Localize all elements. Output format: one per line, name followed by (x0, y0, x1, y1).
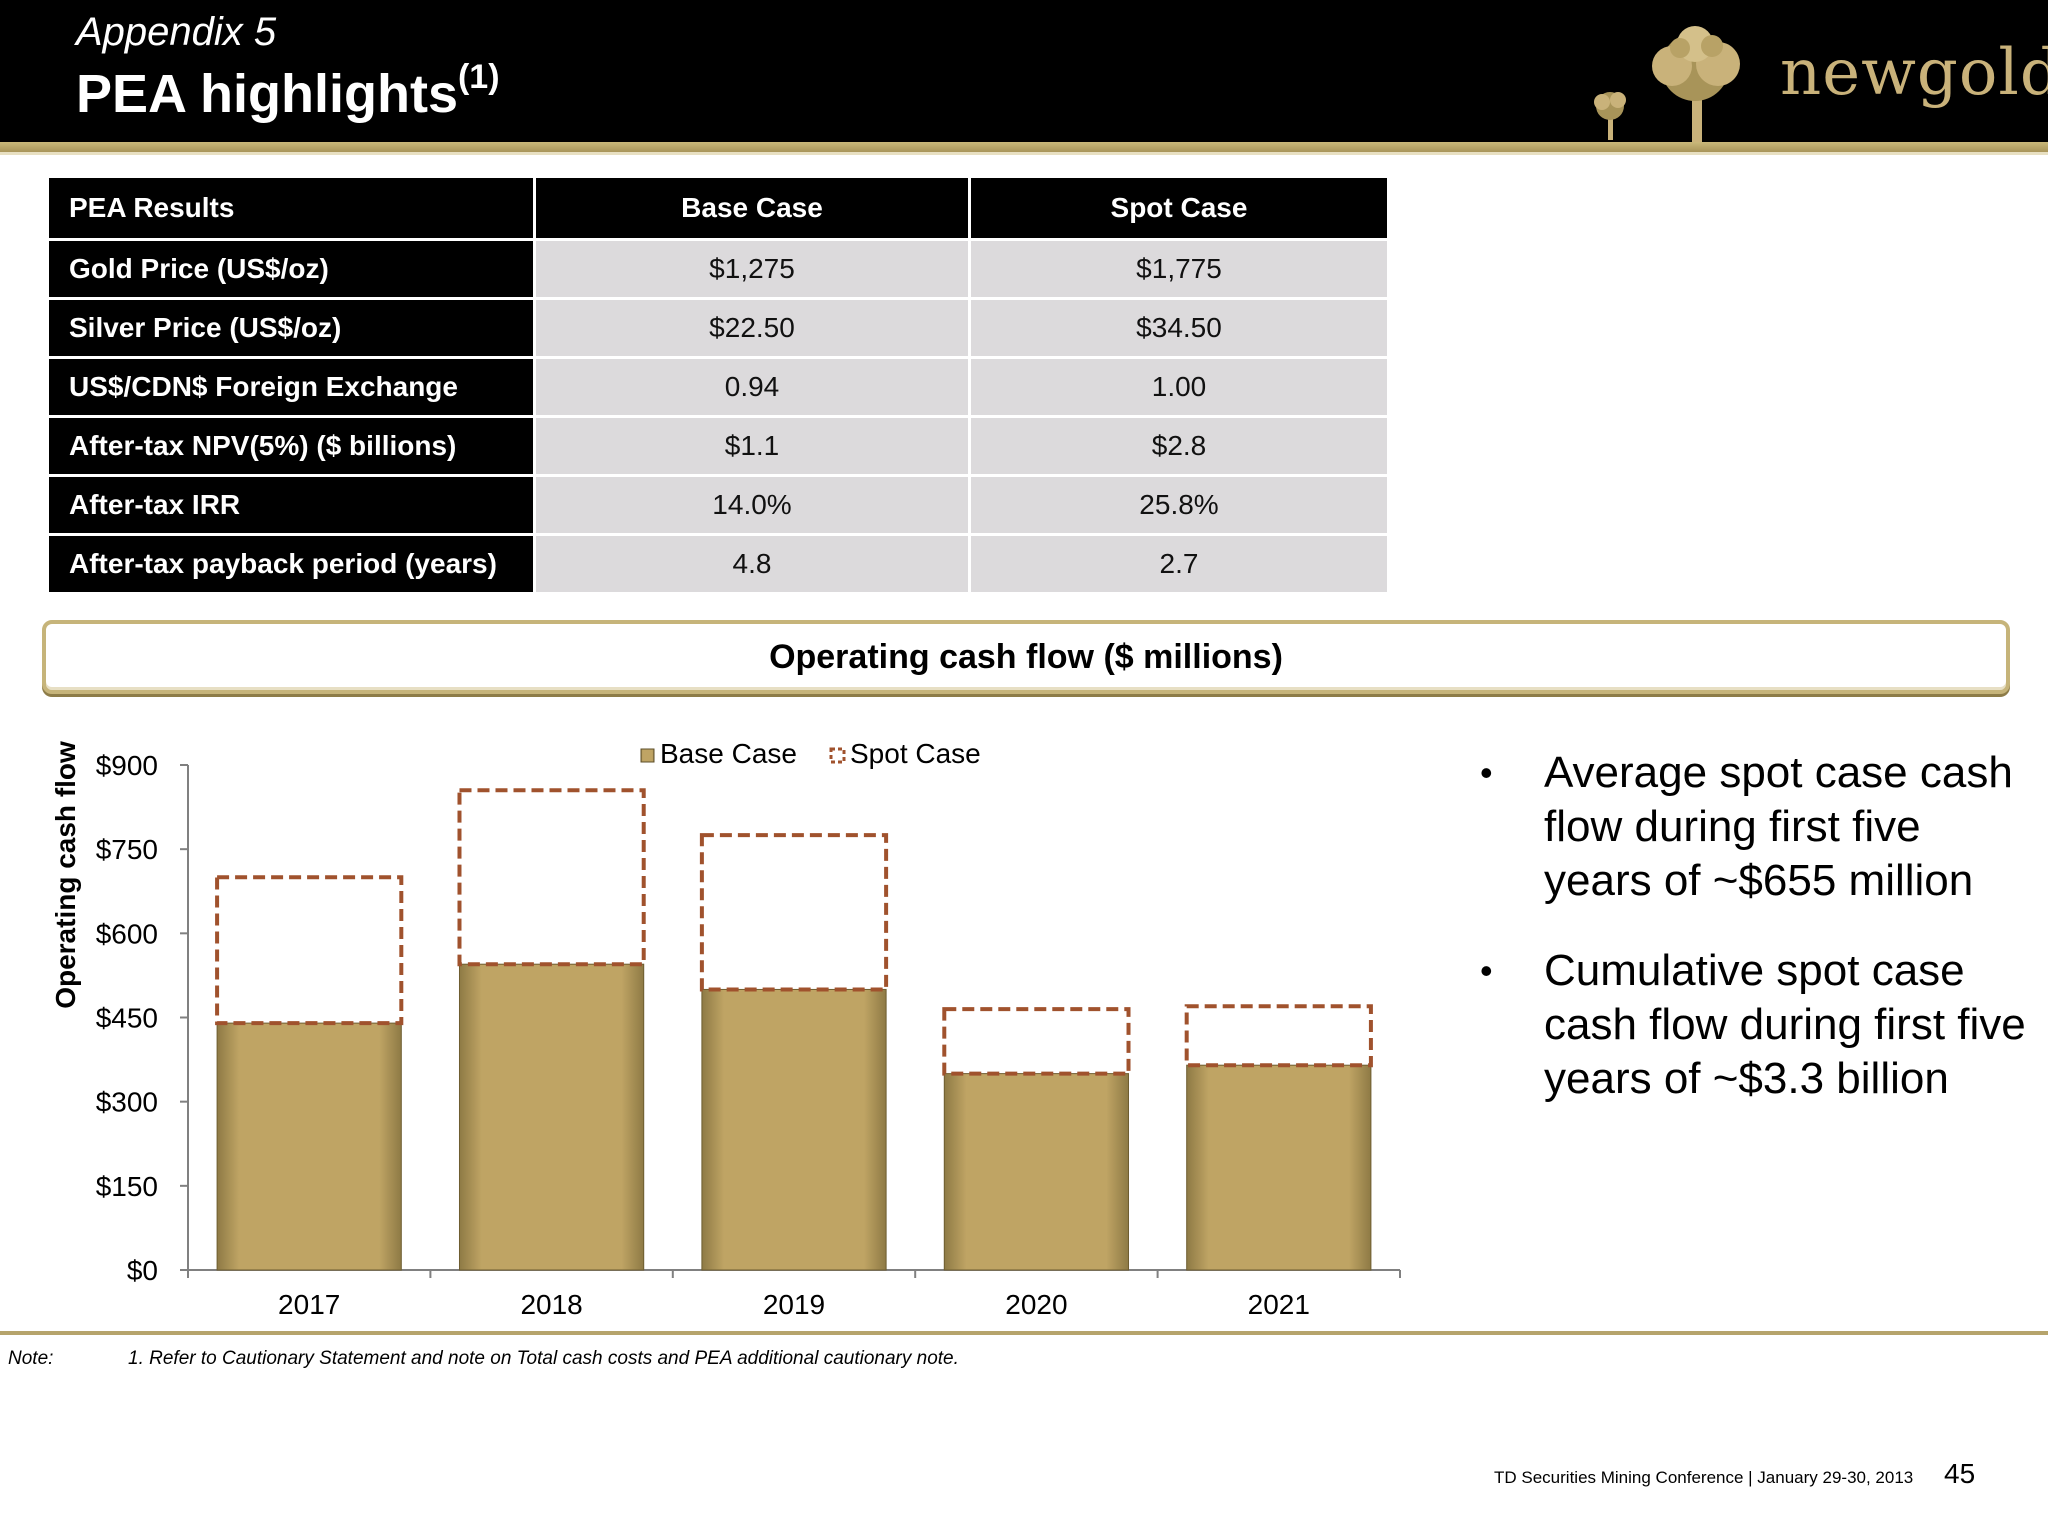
base-case-cell: $1.1 (536, 418, 968, 474)
spot-case-cell: $2.8 (971, 418, 1387, 474)
y-tick-label: $750 (96, 834, 158, 865)
y-axis-title: Operating cash flow (50, 741, 81, 1009)
y-tick-label: $900 (96, 750, 158, 781)
table-header-row: PEA Results Base Case Spot Case (49, 178, 1387, 238)
footer-divider (0, 1331, 2048, 1335)
spot-case-cell: 1.00 (971, 359, 1387, 415)
legend-label-base-case: Base Case (660, 738, 797, 769)
row-label: After-tax payback period (years) (49, 536, 533, 592)
row-label: After-tax IRR (49, 477, 533, 533)
base-case-bar (701, 988, 887, 1271)
row-label: After-tax NPV(5%) ($ billions) (49, 418, 533, 474)
x-tick-label: 2019 (763, 1289, 825, 1320)
key-points-list: • Average spot case cash flow during firs… (1470, 746, 2030, 1142)
y-tick-label: $300 (96, 1087, 158, 1118)
spot-case-cell: $34.50 (971, 300, 1387, 356)
header-divider (0, 142, 2048, 152)
list-item: • Cumulative spot case cash flow during f… (1470, 944, 2030, 1106)
x-tick-label: 2020 (1005, 1289, 1067, 1320)
bullet-text: Cumulative spot case cash flow during fi… (1544, 946, 2026, 1103)
note-label: Note: (8, 1348, 54, 1369)
base-case-cell: $22.50 (536, 300, 968, 356)
column-header-results: PEA Results (49, 178, 533, 238)
logo-wordmark: newgold (1780, 36, 2048, 110)
base-case-bar (458, 963, 645, 1271)
y-tick-label: $450 (96, 1003, 158, 1034)
chart-legend: Base Case Spot Case (640, 738, 981, 769)
base-case-cell: 4.8 (536, 536, 968, 592)
base-case-cell: 14.0% (536, 477, 968, 533)
row-label: US$/CDN$ Foreign Exchange (49, 359, 533, 415)
x-tick-label: 2021 (1248, 1289, 1310, 1320)
table-row: After-tax NPV(5%) ($ billions) $1.1 $2.8 (49, 418, 1387, 474)
spot-case-bar (457, 788, 646, 967)
spot-case-cell: 25.8% (971, 477, 1387, 533)
newgold-logo: newgold (1580, 22, 2048, 144)
conference-footer: TD Securities Mining Conference | Januar… (1494, 1468, 1914, 1487)
base-case-cell: $1,275 (536, 241, 968, 297)
x-tick-label: 2017 (278, 1289, 340, 1320)
row-label: Gold Price (US$/oz) (49, 241, 533, 297)
spot-case-bar (215, 875, 404, 1026)
column-header-spot-case: Spot Case (971, 178, 1387, 238)
tree-icon (1594, 26, 1740, 144)
bullet-text: Average spot case cash flow during first… (1544, 748, 2013, 905)
spot-case-cell: $1,775 (971, 241, 1387, 297)
legend-swatch-spot-case (829, 747, 846, 764)
y-tick-label: $0 (127, 1255, 158, 1286)
table-row: Gold Price (US$/oz) $1,275 $1,775 (49, 241, 1387, 297)
base-case-bar (1186, 1064, 1372, 1271)
spot-case-bar (942, 1007, 1131, 1076)
legend-swatch-base-case (640, 748, 655, 763)
title-footnote-ref: (1) (457, 58, 500, 96)
x-tick-label: 2018 (520, 1289, 582, 1320)
column-header-base-case: Base Case (536, 178, 968, 238)
plot-area: $0 $150 $300 $450 $600 $750 $900 2017 2018 2019 20… (96, 750, 1401, 1320)
slide-subtitle: Appendix 5 (76, 10, 277, 54)
base-case-bar (216, 1022, 402, 1271)
base-case-bar (943, 1073, 1130, 1271)
spot-case-bar (699, 833, 889, 992)
legend-label-spot-case: Spot Case (850, 738, 981, 769)
header-divider-light (0, 152, 2048, 155)
spot-case-bar (1184, 1004, 1373, 1068)
bullet-icon: • (1480, 752, 1493, 793)
table-row: After-tax IRR 14.0% 25.8% (49, 477, 1387, 533)
base-case-cell: 0.94 (536, 359, 968, 415)
bullet-icon: • (1480, 950, 1493, 991)
operating-cash-flow-chart: Base Case Spot Case Operating cash flow … (50, 738, 1401, 1320)
header-bar: Appendix 5 PEA highlights(1) newgold (0, 0, 2048, 144)
table-row: US$/CDN$ Foreign Exchange 0.94 1.00 (49, 359, 1387, 415)
table-row: Silver Price (US$/oz) $22.50 $34.50 (49, 300, 1387, 356)
slide-title-text: PEA highlights (76, 64, 458, 124)
pea-results-table: PEA Results Base Case Spot Case Gold Pri… (46, 175, 1390, 595)
table-row: After-tax payback period (years) 4.8 2.7 (49, 536, 1387, 592)
page-number: 45 (1944, 1458, 1976, 1489)
y-tick-label: $150 (96, 1171, 158, 1202)
list-item: • Average spot case cash flow during firs… (1470, 746, 2030, 908)
note-text: 1. Refer to Cautionary Statement and not… (128, 1348, 959, 1369)
row-label: Silver Price (US$/oz) (49, 300, 533, 356)
chart-title-banner: Operating cash flow ($ millions) (42, 620, 2010, 694)
spot-case-cell: 2.7 (971, 536, 1387, 592)
y-tick-label: $600 (96, 918, 158, 949)
slide-title: PEA highlights(1) (76, 58, 500, 125)
